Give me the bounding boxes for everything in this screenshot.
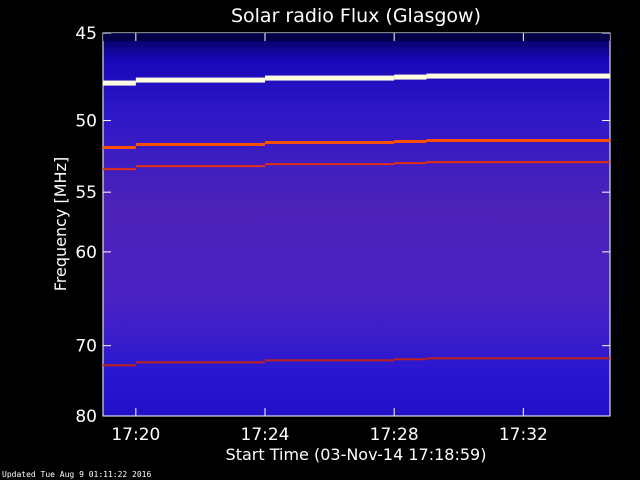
band-51.5-mhz bbox=[394, 139, 427, 143]
y-tick-label-80: 80 bbox=[75, 407, 97, 427]
band-53-mhz bbox=[426, 161, 610, 164]
band-47.5-mhz bbox=[394, 74, 427, 80]
x-axis-label: Start Time (03-Nov-14 17:18:59) bbox=[226, 445, 487, 464]
band-47.5-mhz bbox=[265, 75, 395, 81]
band-72-mhz bbox=[394, 358, 427, 361]
y-tick-label-60: 60 bbox=[75, 243, 97, 263]
band-53-mhz bbox=[135, 165, 266, 168]
band-47.5-mhz bbox=[426, 73, 610, 79]
band-51.5-mhz bbox=[426, 138, 610, 142]
band-51.5-mhz bbox=[135, 142, 266, 146]
band-72-mhz bbox=[103, 364, 136, 367]
y-axis-label: Frequency [MHz] bbox=[51, 157, 70, 291]
top-dark-band bbox=[103, 33, 610, 41]
x-tick-label-17:20: 17:20 bbox=[111, 425, 160, 445]
y-tick-label-55: 55 bbox=[75, 183, 97, 203]
band-53-mhz bbox=[103, 168, 136, 171]
band-72-mhz bbox=[426, 357, 610, 360]
plot-area bbox=[102, 32, 611, 417]
y-tick-label-45: 45 bbox=[75, 24, 97, 44]
band-47.5-mhz bbox=[135, 77, 266, 83]
band-72-mhz bbox=[265, 359, 395, 362]
band-72-mhz bbox=[135, 361, 266, 364]
band-53-mhz bbox=[265, 163, 395, 166]
chart-title: Solar radio Flux (Glasgow) bbox=[231, 5, 481, 27]
update-timestamp: Updated Tue Aug 9 01:11:22 2016 bbox=[2, 470, 152, 479]
band-51.5-mhz bbox=[103, 145, 136, 149]
x-tick-label-17:24: 17:24 bbox=[241, 425, 290, 445]
band-51.5-mhz bbox=[265, 140, 395, 144]
y-tick-label-70: 70 bbox=[75, 337, 97, 357]
band-47.5-mhz bbox=[103, 80, 136, 86]
spectrogram-background bbox=[103, 33, 610, 416]
x-tick-label-17:32: 17:32 bbox=[499, 425, 548, 445]
frequency-bands bbox=[103, 33, 610, 367]
band-53-mhz bbox=[394, 162, 427, 165]
y-tick-label-50: 50 bbox=[75, 112, 97, 132]
axis-ticks: 45 50 55 60 70 80 17:20 17:24 17:28 17:32 bbox=[75, 24, 610, 445]
x-tick-label-17:28: 17:28 bbox=[370, 425, 419, 445]
